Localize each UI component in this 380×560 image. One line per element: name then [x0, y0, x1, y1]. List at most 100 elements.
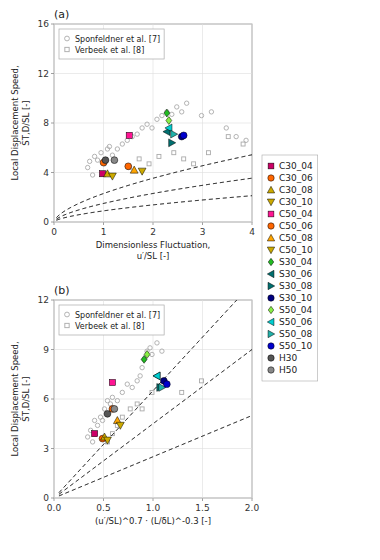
panel: 012340481216(a)Dimensionless Fluctuation…: [10, 8, 255, 261]
point: [224, 126, 228, 130]
legend-symbol: [267, 199, 274, 206]
tick-mark: [51, 73, 54, 74]
legend-symbol: [65, 312, 70, 317]
data-area: [56, 101, 252, 220]
tick-label: 16: [38, 19, 50, 29]
point: [155, 341, 159, 345]
legend-symbol: [65, 36, 70, 41]
point: [140, 126, 144, 130]
grid-line: [54, 498, 252, 499]
point: [120, 415, 124, 419]
figure: 012340481216(a)Dimensionless Fluctuation…: [0, 0, 380, 560]
tick-mark: [51, 498, 54, 499]
point: [107, 144, 111, 148]
legend-frame: [59, 29, 164, 59]
point: [116, 422, 124, 429]
legend-symbol: [268, 163, 274, 169]
point: [135, 379, 139, 383]
tick-label: 0: [43, 493, 49, 503]
plot-frame: [54, 24, 252, 222]
x-axis-label: Dimensionless Fluctuation,: [96, 240, 211, 250]
legend-label: H50: [279, 365, 297, 375]
point: [234, 134, 238, 138]
legend-label: S30_06: [279, 269, 312, 279]
tick-mark: [252, 222, 253, 225]
point: [171, 130, 178, 138]
point: [110, 395, 114, 399]
point: [99, 151, 103, 155]
point: [92, 431, 98, 437]
point: [160, 349, 164, 353]
y-axis-label: Local Displacement Speed,: [10, 341, 20, 456]
reference-line: [59, 416, 252, 496]
point: [166, 117, 172, 125]
legend-label: C50_10: [279, 245, 313, 255]
tick-label: 0.5: [96, 503, 110, 513]
legend-symbol: [268, 223, 274, 229]
grid-line: [54, 123, 252, 124]
tick-mark: [54, 222, 55, 225]
legend-symbol: [268, 295, 274, 301]
tick-label: 2: [150, 227, 156, 237]
tick-label: 12: [38, 295, 49, 305]
point: [145, 122, 149, 126]
grid-line: [54, 73, 252, 74]
point: [125, 138, 129, 142]
data-area: [59, 300, 252, 496]
tick-label: 9: [43, 345, 49, 355]
point: [192, 162, 196, 166]
legend-symbol: [268, 211, 274, 217]
legend: Sponfeldner et al. [7]Verbeek et al. [8]: [59, 305, 164, 335]
legend-label: C50_06: [279, 221, 313, 231]
y-axis-label: S̄T,D/SL [-]: [20, 100, 31, 145]
grid-line: [54, 172, 252, 173]
tick-label: 1: [101, 227, 107, 237]
point: [157, 154, 161, 158]
point: [115, 147, 119, 151]
grid-line: [54, 349, 252, 350]
point: [140, 407, 144, 411]
point: [169, 139, 176, 147]
point: [153, 372, 160, 380]
point: [153, 372, 160, 380]
point: [175, 105, 179, 109]
point: [180, 110, 184, 114]
legend-symbol: [268, 306, 274, 313]
tick-label: 3: [200, 227, 206, 237]
tick-label: 0: [51, 227, 57, 237]
point: [164, 109, 170, 117]
tick-mark: [54, 498, 55, 501]
point: [140, 365, 144, 369]
point: [155, 117, 159, 121]
point: [184, 101, 188, 105]
legend-label: Verbeek et al. [8]: [75, 322, 144, 331]
grid-line: [54, 448, 252, 449]
tick-mark: [51, 399, 54, 400]
point: [130, 166, 138, 173]
legend: Sponfeldner et al. [7]Verbeek et al. [8]: [59, 29, 164, 59]
point: [95, 423, 99, 427]
legend-label: S50_08: [279, 329, 312, 339]
legend-symbol: [267, 186, 274, 193]
point: [125, 382, 129, 386]
tick-label: 12: [38, 69, 49, 79]
legend-symbol: [268, 343, 274, 349]
legend-label: S30_08: [279, 281, 312, 291]
point: [200, 379, 204, 383]
legend-label: H30: [279, 353, 297, 363]
x-axis-label: u′/SL [-]: [137, 251, 170, 261]
legend-symbol: [267, 247, 274, 254]
grid-line: [54, 300, 252, 301]
legend-frame: [59, 305, 164, 335]
tick-label: 3: [43, 444, 49, 454]
tick-mark: [202, 498, 203, 501]
point: [241, 142, 245, 146]
point: [206, 151, 210, 155]
legend-symbol: [267, 270, 274, 277]
point: [115, 398, 119, 402]
grid-line: [54, 222, 252, 223]
point: [138, 168, 146, 175]
point: [85, 165, 89, 169]
tick-label: 1.0: [146, 503, 161, 513]
point: [148, 346, 152, 350]
